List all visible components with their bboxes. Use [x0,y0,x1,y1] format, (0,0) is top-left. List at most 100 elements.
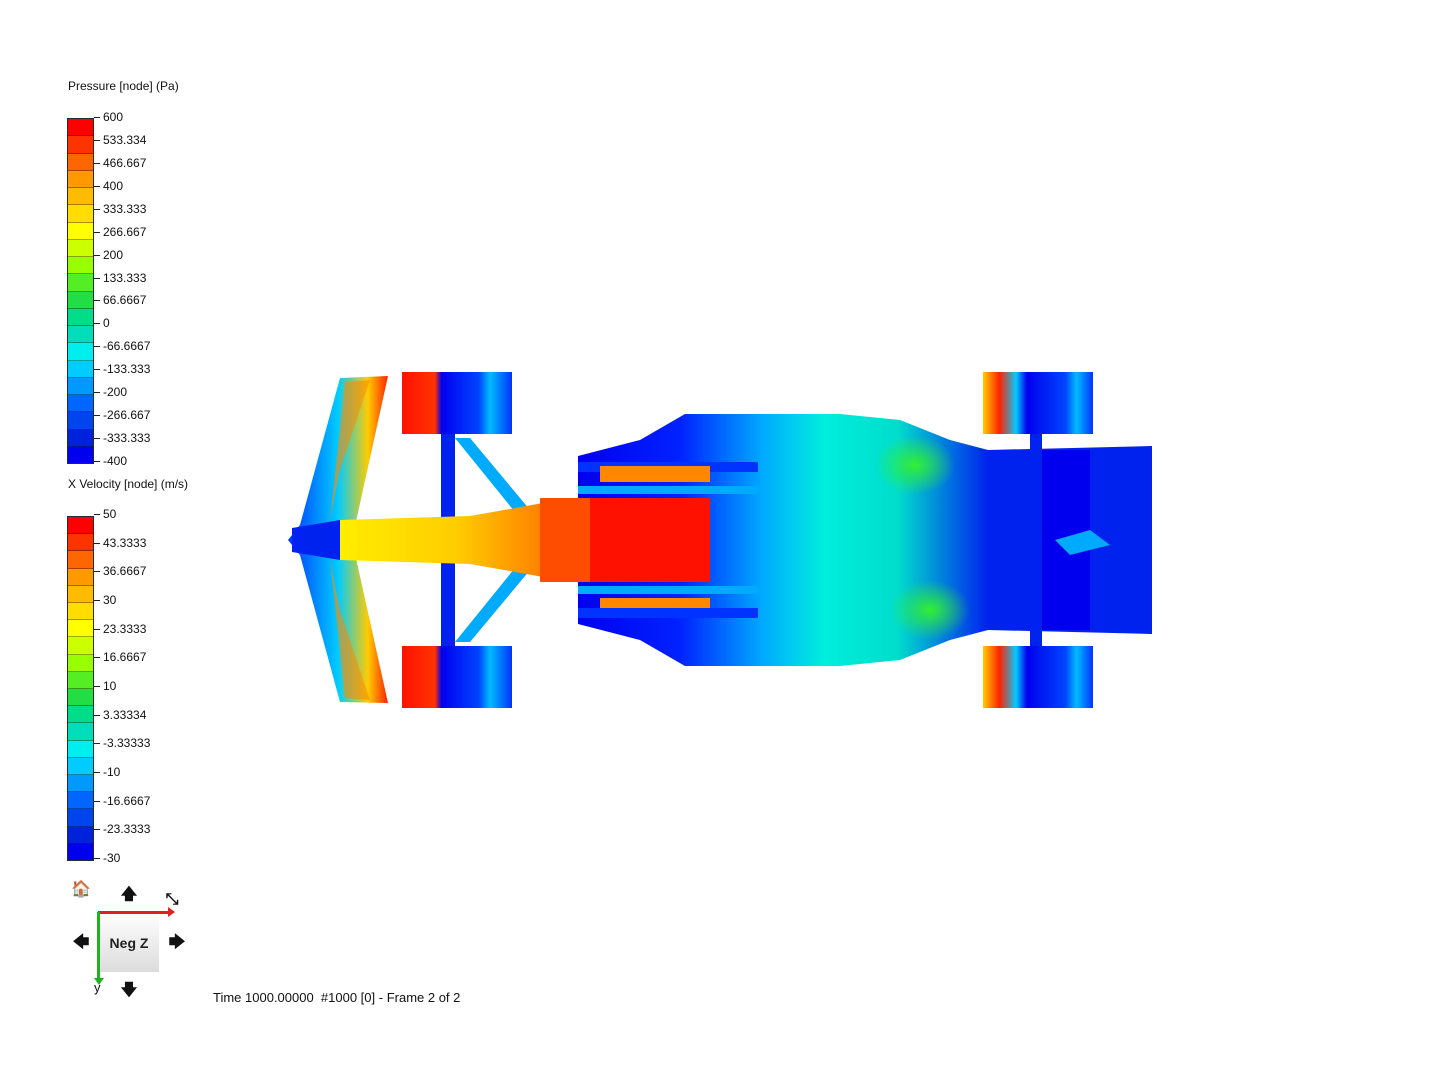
rotate-down-arrow-icon[interactable]: 🡇 [120,982,138,999]
colorbar-band [68,671,93,690]
colorbar-tick [94,231,100,233]
colorbar-band [68,534,93,552]
home-view-icon[interactable]: 🏠 [71,881,91,898]
colorbar-tick [94,571,100,573]
colorbar-tick [94,461,100,462]
colorbar-band [68,637,93,655]
colorbar-band [68,706,93,724]
time-frame-status: Time 1000.00000 #1000 [0] - Frame 2 of 2 [213,990,461,1005]
velocity-colorbar [67,516,94,861]
colorbar-tick [94,600,100,601]
colorbar-tick-label: -66.6667 [103,339,151,354]
front-wing [288,376,388,703]
view-cube-neg-z[interactable]: Neg Z [99,913,159,972]
pressure-legend-title: Pressure [node] (Pa) [68,79,179,93]
colorbar-tick [94,542,100,544]
colorbar-band [68,517,93,535]
colorbar-tick-label: 66.6667 [103,293,147,308]
rotate-right-arrow-icon[interactable]: 🡆 [168,934,186,951]
colorbar-tick-label: 133.333 [103,270,147,285]
colorbar-tick-label: 533.334 [103,132,147,147]
colorbar-tick-label: -266.667 [103,408,151,423]
colorbar-band [68,291,93,309]
colorbar-tick-label: 466.667 [103,155,147,170]
colorbar-band [68,429,93,447]
pressure-colorbar [67,118,94,464]
colorbar-tick-label: -10 [103,765,121,779]
colorbar-band [68,446,93,463]
x-axis-indicator [98,911,172,914]
colorbar-band [68,757,93,776]
colorbar-tick-label: -333.333 [103,431,151,446]
colorbar-tick [94,300,100,302]
colorbar-band [68,792,93,810]
colorbar-tick [94,438,100,440]
colorbar-band [68,620,93,638]
rear-right-tyre [983,646,1093,708]
colorbar-tick [94,117,100,118]
colorbar-band [68,239,93,257]
x-axis-arrowhead [168,907,175,917]
colorbar-band [68,723,93,741]
colorbar-band [68,826,93,844]
rotate-up-arrow-icon[interactable]: 🡅 [120,886,138,903]
colorbar-tick [94,686,100,687]
colorbar-tick-label: -133.333 [103,362,151,377]
colorbar-band [68,257,93,275]
y-axis-arrowhead [94,978,104,985]
fit-view-icon[interactable]: ⤡ [165,891,179,908]
colorbar-tick-label: -400 [103,454,128,468]
colorbar-tick [94,369,100,371]
colorbar-tick-label: 36.6667 [103,564,147,579]
colorbar-band [68,775,93,793]
colorbar-tick-label: 400 [103,178,124,193]
colorbar-tick [94,657,100,659]
colorbar-band [68,326,93,344]
colorbar-band [68,603,93,621]
colorbar-band [68,136,93,154]
colorbar-band [68,360,93,378]
colorbar-band [68,551,93,569]
colorbar-tick-label: -30 [103,851,121,865]
chassis [540,414,988,666]
colorbar-band [68,274,93,292]
colorbar-tick [94,858,100,859]
rotate-left-arrow-icon[interactable]: 🡄 [72,934,90,951]
colorbar-tick [94,323,100,325]
colorbar-tick [94,772,100,773]
colorbar-band [68,343,93,361]
y-axis-label: y [94,980,101,995]
front-left-tyre [402,372,512,434]
colorbar-band [68,809,93,827]
colorbar-tick-label: 16.6667 [103,650,147,665]
colorbar-tick [94,743,100,745]
view-cube-label: Neg Z [109,934,149,951]
front-right-tyre [402,646,512,708]
colorbar-tick [94,346,100,348]
colorbar-tick-label: -3.33333 [103,736,151,751]
colorbar-tick [94,277,100,279]
colorbar-band [68,740,93,758]
colorbar-tick-label: 266.667 [103,224,147,239]
colorbar-band [68,153,93,171]
colorbar-tick [94,208,100,210]
colorbar-tick [94,800,100,802]
rear-wing [988,434,1152,646]
colorbar-tick-label: 600 [103,110,124,124]
colorbar-tick-label: -200 [103,385,128,400]
colorbar-band [68,412,93,430]
colorbar-band [68,843,93,861]
colorbar-tick [94,714,100,716]
colorbar-band [68,395,93,413]
colorbar-band [68,654,93,672]
rear-left-tyre [983,372,1093,434]
colorbar-band [68,568,93,586]
colorbar-tick-label: 3.33334 [103,707,147,722]
colorbar-tick [94,829,100,831]
colorbar-band [68,308,93,326]
colorbar-band [68,119,93,137]
colorbar-band [68,205,93,223]
sidepod-fins [578,462,758,618]
colorbar-tick [94,514,100,515]
